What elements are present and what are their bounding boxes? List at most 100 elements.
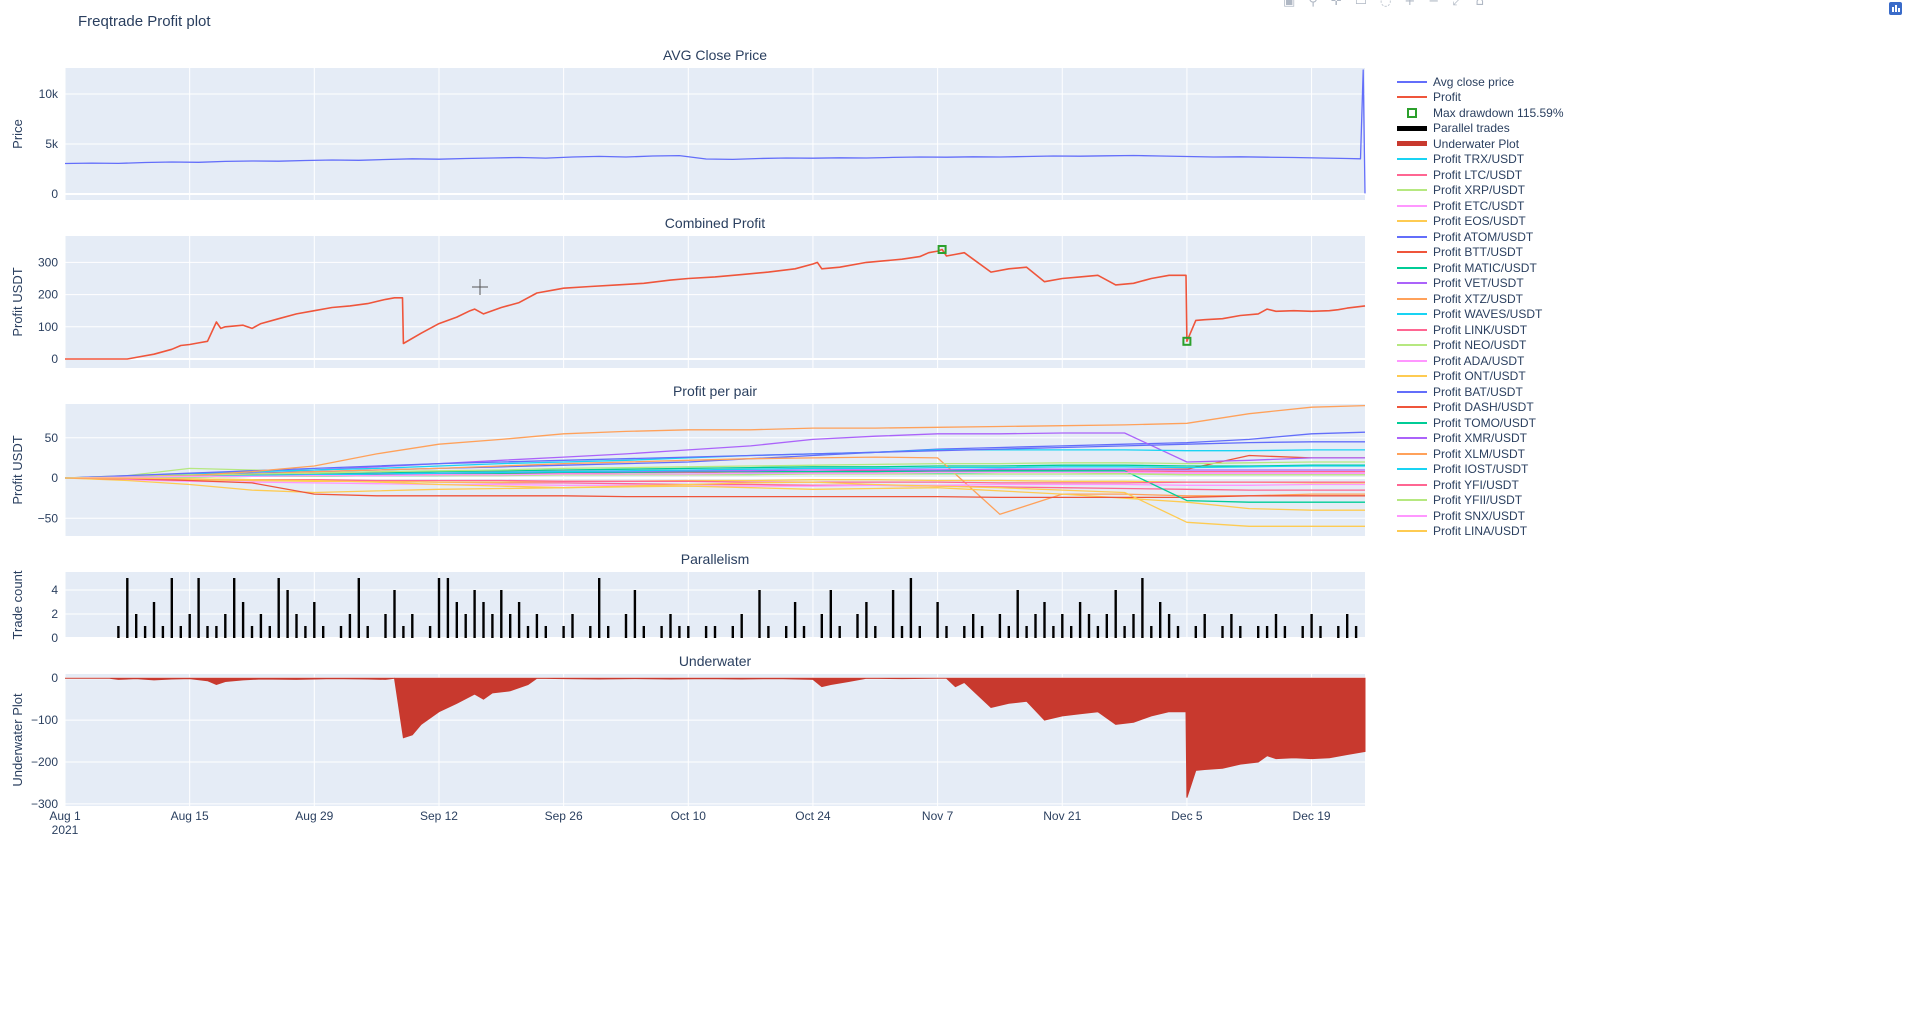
legend-line-sample-icon [1397, 220, 1427, 223]
legend-item-profit-ltc-usdt[interactable]: Profit LTC/USDT [1397, 167, 1564, 183]
box-select-icon[interactable]: ▭ [1354, 0, 1368, 9]
legend-label: Max drawdown 115.59% [1433, 105, 1564, 120]
legend-item-parallel-trades[interactable]: Parallel trades [1397, 121, 1564, 137]
trade-count-bar [286, 590, 289, 638]
legend-label: Profit WAVES/USDT [1433, 307, 1543, 322]
trade-count-bar [1221, 626, 1224, 638]
trade-count-bar [1354, 626, 1358, 638]
legend-item-profit-link-usdt[interactable]: Profit LINK/USDT [1397, 322, 1564, 338]
trade-count-bar [1337, 626, 1340, 638]
y-axis-tick-label: 10k [39, 87, 59, 101]
trade-count-bar [1176, 626, 1180, 638]
y-axis-tick-label: −200 [31, 755, 58, 769]
legend-item-avg-close-price[interactable]: Avg close price [1397, 74, 1564, 90]
legend-item-profit-dash-usdt[interactable]: Profit DASH/USDT [1397, 400, 1564, 416]
legend-item-profit-tomo-usdt[interactable]: Profit TOMO/USDT [1397, 415, 1564, 431]
x-axis-tick-label: Nov 21 [1043, 809, 1081, 823]
x-axis-tick-label: Sep 26 [545, 809, 583, 823]
legend-item-profit-matic-usdt[interactable]: Profit MATIC/USDT [1397, 260, 1564, 276]
trade-count-bar [1167, 614, 1171, 638]
y-axis-tick-label: 0 [51, 631, 58, 645]
camera-icon[interactable]: ▣ [1283, 0, 1296, 9]
trade-count-bar [1301, 626, 1304, 638]
plot-area-avg-close[interactable] [65, 68, 1365, 200]
legend-item-profit-xrp-usdt[interactable]: Profit XRP/USDT [1397, 183, 1564, 199]
legend-item-profit-btt-usdt[interactable]: Profit BTT/USDT [1397, 245, 1564, 261]
trade-count-bar [1346, 614, 1349, 638]
plot-area-combined-profit[interactable] [65, 236, 1365, 368]
trade-count-bar [437, 578, 441, 638]
trade-count-bar [179, 626, 182, 638]
legend-item-profit-ada-usdt[interactable]: Profit ADA/USDT [1397, 353, 1564, 369]
legend-item-profit-snx-usdt[interactable]: Profit SNX/USDT [1397, 508, 1564, 524]
trade-count-bar [1007, 626, 1010, 638]
legend-item-profit-etc-usdt[interactable]: Profit ETC/USDT [1397, 198, 1564, 214]
legend-item-profit-ont-usdt[interactable]: Profit ONT/USDT [1397, 369, 1564, 385]
legend-item-profit-vet-usdt[interactable]: Profit VET/USDT [1397, 276, 1564, 292]
legend-line-sample-icon [1397, 530, 1427, 533]
series-Profit XTZ/USDT [64, 456, 1365, 515]
trade-count-bar [393, 590, 396, 638]
legend-line-sample-icon [1397, 297, 1427, 300]
legend-item-profit-trx-usdt[interactable]: Profit TRX/USDT [1397, 152, 1564, 168]
trade-count-bar [215, 626, 218, 638]
legend-item-profit-lina-usdt[interactable]: Profit LINA/USDT [1397, 524, 1564, 540]
legend-label: Profit ATOM/USDT [1433, 229, 1534, 244]
trade-count-bar [633, 590, 637, 638]
lasso-select-icon[interactable]: ◌ [1380, 0, 1392, 9]
legend-label: Profit XTZ/USDT [1433, 291, 1524, 306]
legend-item-profit-yfii-usdt[interactable]: Profit YFII/USDT [1397, 493, 1564, 509]
series-Profit XLM/USDT [64, 404, 1366, 479]
x-axis-tick-label: Dec 19 [1293, 809, 1331, 823]
plotly-logo[interactable] [1889, 2, 1902, 15]
legend-item-profit-xtz-usdt[interactable]: Profit XTZ/USDT [1397, 291, 1564, 307]
trade-count-bar [740, 614, 743, 638]
legend-label: Profit XRP/USDT [1433, 183, 1526, 198]
legend-label: Profit XMR/USDT [1433, 431, 1528, 446]
legend-item-profit-xmr-usdt[interactable]: Profit XMR/USDT [1397, 431, 1564, 447]
zoom-out-icon[interactable]: − [1428, 0, 1440, 9]
reset-axes-icon[interactable]: ⌂ [1475, 0, 1484, 9]
x-axis-tick-label: Nov 7 [922, 809, 954, 823]
autoscale-icon[interactable]: ⤢ [1452, 0, 1463, 9]
legend-item-profit-eos-usdt[interactable]: Profit EOS/USDT [1397, 214, 1564, 230]
y-axis-tick-label: 2 [51, 607, 58, 621]
series-Underwater Plot [65, 677, 1366, 798]
trade-count-bar [936, 602, 939, 638]
pan-icon[interactable]: ✛ [1330, 0, 1342, 9]
trade-count-bar [963, 626, 966, 638]
series-Profit LINA/USDT [65, 477, 1365, 527]
trade-count-bar [188, 614, 191, 638]
trade-count-bar [713, 626, 717, 638]
trade-count-bar [571, 614, 574, 638]
trade-count-bar [562, 626, 565, 638]
trade-count-bar [802, 626, 806, 638]
trade-count-bar [384, 614, 387, 638]
trade-count-bar [428, 626, 432, 638]
trade-count-bar [891, 590, 895, 638]
y-axis-tick-label: 0 [51, 352, 58, 366]
legend-item-profit-neo-usdt[interactable]: Profit NEO/USDT [1397, 338, 1564, 354]
legend-item-profit[interactable]: Profit [1397, 90, 1564, 106]
series-Profit BAT/USDT [64, 441, 1365, 479]
y-axis-title: Profit USDT [10, 267, 25, 336]
legend-label: Profit NEO/USDT [1433, 338, 1527, 353]
trade-count-bar [669, 614, 672, 638]
y-axis-title: Price [10, 119, 25, 149]
trade-count-bar [856, 614, 859, 638]
zoom-icon[interactable]: ⚲ [1308, 0, 1318, 9]
legend-item-profit-bat-usdt[interactable]: Profit BAT/USDT [1397, 384, 1564, 400]
legend-item-profit-xlm-usdt[interactable]: Profit XLM/USDT [1397, 446, 1564, 462]
trade-count-bar [704, 626, 708, 638]
legend-item-underwater-plot[interactable]: Underwater Plot [1397, 136, 1564, 152]
legend-item-profit-yfi-usdt[interactable]: Profit YFI/USDT [1397, 477, 1564, 493]
trade-count-bar [820, 614, 823, 638]
legend-item-max-drawdown-115-59-[interactable]: Max drawdown 115.59% [1397, 105, 1564, 121]
legend-label: Profit [1433, 90, 1462, 105]
legend-item-profit-waves-usdt[interactable]: Profit WAVES/USDT [1397, 307, 1564, 323]
legend-item-profit-iost-usdt[interactable]: Profit IOST/USDT [1397, 462, 1564, 478]
trade-count-bar [268, 626, 271, 638]
legend-item-profit-atom-usdt[interactable]: Profit ATOM/USDT [1397, 229, 1564, 245]
zoom-in-icon[interactable]: + [1404, 0, 1416, 9]
